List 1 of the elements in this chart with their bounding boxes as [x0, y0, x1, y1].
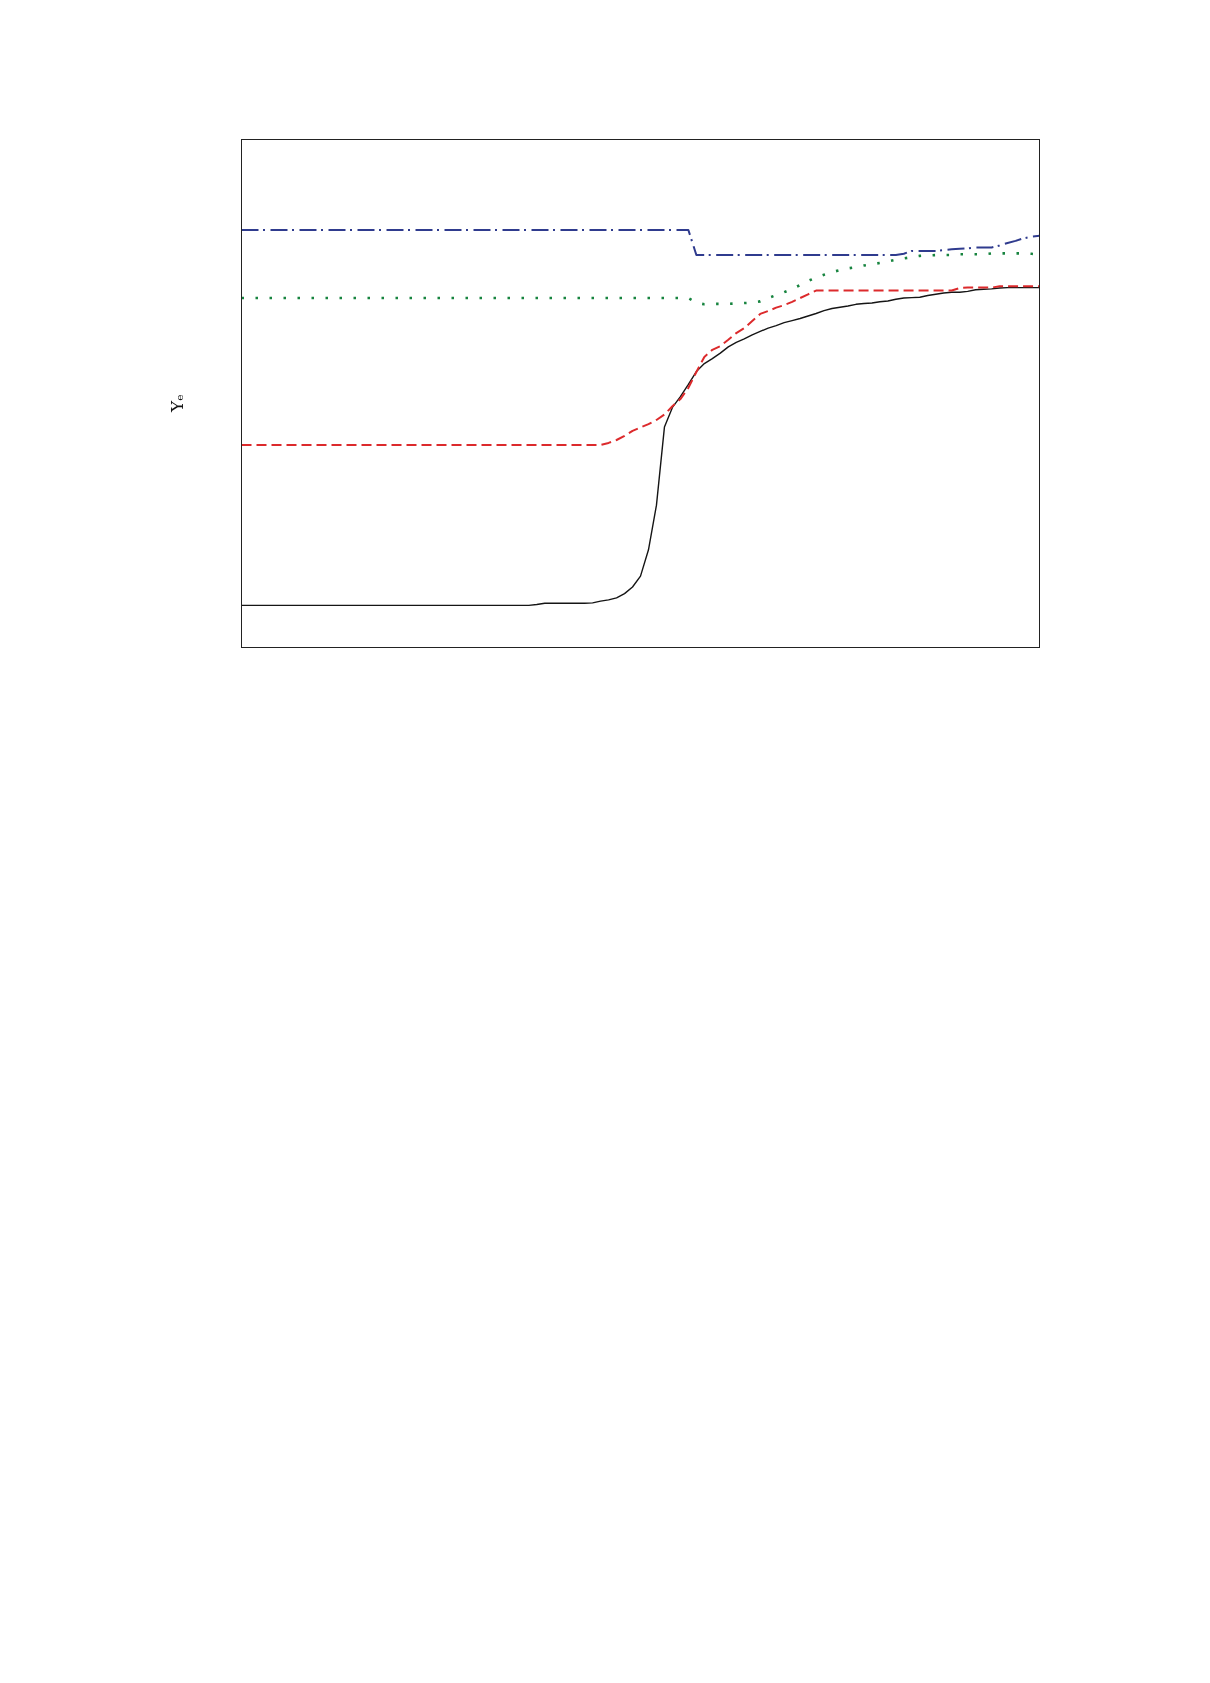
- y-axis-title: Yₑ: [167, 394, 187, 412]
